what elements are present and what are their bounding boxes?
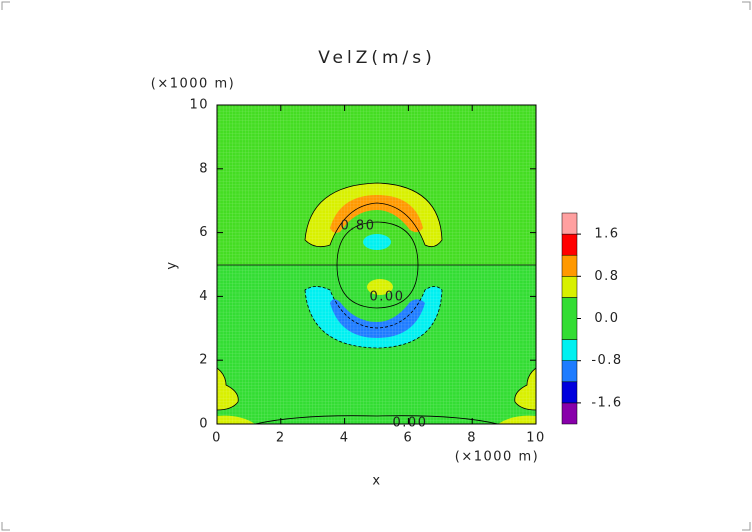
colorbar-tick-label: -0.8	[591, 353, 622, 368]
x-tick-label: 10	[526, 431, 546, 446]
y-axis-label: y	[165, 260, 180, 269]
y-tick-label: 0	[199, 417, 209, 432]
x-tick-label: 4	[340, 431, 350, 446]
contour-field	[217, 105, 536, 424]
colorbar-box	[561, 402, 578, 425]
x-unit: (×1000 m)	[455, 450, 539, 465]
contour-line	[336, 221, 419, 309]
contour-line	[217, 367, 239, 411]
y-tick-label: 10	[189, 98, 209, 113]
colorbar-tick-label: 0.0	[594, 311, 619, 326]
colorbar-tick-label: -1.6	[591, 395, 622, 410]
y-tick-label: 6	[199, 225, 209, 240]
contour-line	[304, 286, 443, 349]
colorbar-box	[561, 360, 578, 383]
x-tick-label: 2	[276, 431, 286, 446]
colorbar-box	[561, 254, 578, 277]
contour-line	[254, 415, 499, 424]
colorbar-box	[561, 233, 578, 256]
colorbar-tick-label: 0.8	[594, 269, 619, 284]
x-tick-label: 8	[467, 431, 477, 446]
x-axis-label: x	[372, 474, 381, 489]
colorbar-box	[561, 276, 578, 298]
overlay: 0.80 0.00 0.00 0 2 4 6 8 10 0 2 4 6 8 10	[189, 98, 546, 446]
colorbar-box	[561, 339, 578, 361]
colorbar-box	[561, 381, 578, 404]
contour-line	[304, 182, 443, 248]
contour-label: 0.00	[370, 290, 405, 305]
y-tick-label: 8	[199, 161, 209, 176]
plot-frame	[216, 104, 537, 425]
contour-label: 0.80	[341, 219, 376, 234]
x-tick-label: 6	[404, 431, 414, 446]
y-tick-label: 4	[199, 289, 209, 304]
y-unit: (×1000 m)	[151, 77, 235, 92]
y-tick-label: 2	[199, 353, 209, 368]
contour-line	[514, 367, 536, 411]
mesh	[217, 105, 536, 424]
contour-label: 0.00	[393, 416, 428, 431]
colorbar-box	[561, 297, 578, 340]
colorbar-tick-label: 1.6	[594, 227, 619, 242]
chart-title: VelZ(m/s)	[318, 48, 436, 68]
x-tick-label: 0	[212, 431, 222, 446]
colorbar-box	[561, 212, 578, 235]
